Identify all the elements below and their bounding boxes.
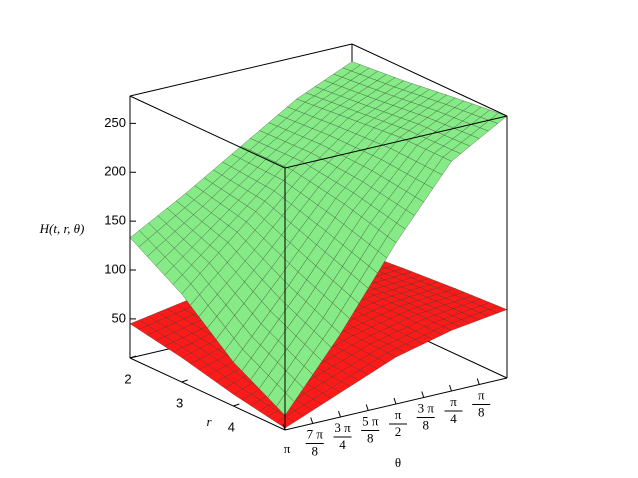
theta-tick bbox=[449, 384, 452, 392]
box-edge bbox=[129, 95, 286, 169]
z-tick-label: 50 bbox=[112, 310, 126, 325]
box-edge bbox=[351, 43, 508, 117]
z-tick-label: 150 bbox=[104, 213, 126, 228]
theta-tick bbox=[310, 417, 314, 424]
z-tick-label: 200 bbox=[104, 164, 126, 179]
r-tick-label: 2 bbox=[124, 371, 131, 386]
theta-tick bbox=[476, 378, 480, 385]
theta-tick bbox=[365, 404, 369, 411]
box-edge bbox=[284, 377, 508, 431]
r-tick-label: 3 bbox=[176, 395, 183, 410]
box-edge bbox=[129, 43, 353, 97]
r-tick-label: 4 bbox=[228, 419, 235, 434]
r-tick bbox=[181, 379, 188, 383]
theta-tick bbox=[282, 423, 286, 431]
box-edge bbox=[284, 115, 508, 169]
r-axis-label: r bbox=[206, 414, 212, 429]
theta-axis-label: θ bbox=[395, 455, 401, 470]
r-tick bbox=[129, 355, 137, 359]
theta-tick bbox=[393, 397, 397, 405]
z-tick-label: 250 bbox=[104, 115, 126, 130]
box-edge bbox=[129, 357, 286, 431]
theta-tick bbox=[338, 410, 341, 418]
theta-tick-label: π bbox=[284, 441, 291, 456]
z-axis-label: H(t, r, θ) bbox=[39, 221, 85, 236]
z-tick-label: 100 bbox=[104, 261, 126, 276]
r-tick bbox=[233, 403, 240, 407]
theta-tick bbox=[421, 391, 425, 398]
